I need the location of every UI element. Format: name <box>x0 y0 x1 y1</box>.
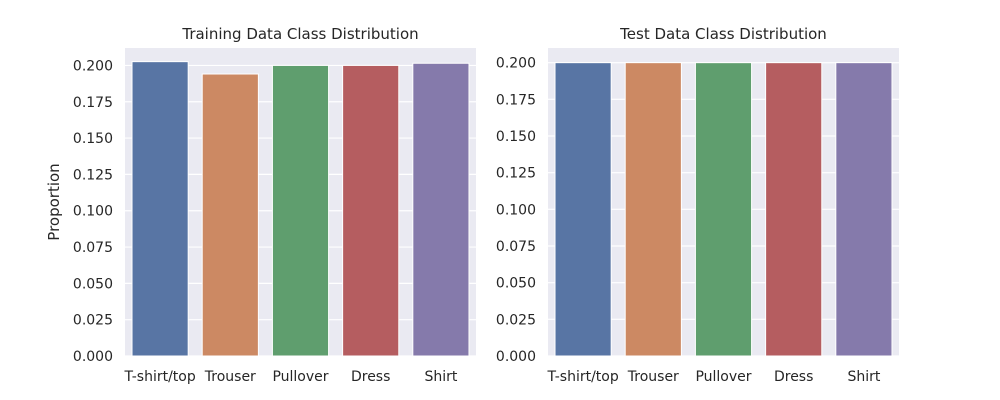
training-x-tick-label: Trouser <box>204 369 256 385</box>
training-y-tick-label: 0.175 <box>73 95 113 111</box>
test-y-tick-label: 0.200 <box>496 56 536 72</box>
training-y-axis-label: Proportion <box>45 163 63 240</box>
training-x-tick-label: T-shirt/top <box>123 369 195 385</box>
training-chart-title: Training Data Class Distribution <box>181 25 418 43</box>
test-bar-pullover <box>694 62 753 357</box>
training-y-tick-label: 0.125 <box>73 167 113 183</box>
test-bar-t-shirt-top <box>554 62 612 357</box>
training-bar-trouser <box>201 73 259 357</box>
training-bar-pullover <box>271 64 330 357</box>
test-bar-shirt <box>835 62 893 357</box>
training-y-tick-label: 0.025 <box>73 313 113 329</box>
test-chart-title: Test Data Class Distribution <box>619 25 827 43</box>
training-bar-shirt <box>412 62 470 357</box>
training-y-tick-label: 0.150 <box>73 131 113 147</box>
test-x-tick-label: Pullover <box>695 369 751 385</box>
test-x-tick-label: Dress <box>774 369 813 385</box>
training-y-tick-label: 0.000 <box>73 349 113 365</box>
test-chart-panel: 0.000 0.025 0.050 0.075 0.100 0.125 0.150 0.175… <box>496 25 899 385</box>
training-y-tick-label: 0.050 <box>73 276 113 292</box>
training-bar-dress <box>342 64 400 357</box>
test-x-tick-label: Trouser <box>627 369 679 385</box>
test-bar-trouser <box>624 62 682 357</box>
test-y-tick-label: 0.075 <box>496 239 536 255</box>
training-bar-t-shirt-top <box>131 61 189 357</box>
test-y-tick-label: 0.050 <box>496 276 536 292</box>
test-x-tick-label: T-shirt/top <box>546 369 618 385</box>
test-y-tick-label: 0.100 <box>496 202 536 218</box>
training-chart-panel: 0.000 0.025 0.050 0.075 0.100 0.125 0.150 0.175… <box>45 25 476 385</box>
training-x-tick-label: Dress <box>351 369 390 385</box>
test-y-tick-label: 0.175 <box>496 92 536 108</box>
test-bar-dress <box>765 62 823 357</box>
test-y-tick-label: 0.125 <box>496 166 536 182</box>
test-y-tick-label: 0.150 <box>496 129 536 145</box>
training-y-tick-label: 0.100 <box>73 204 113 220</box>
test-y-tick-label: 0.000 <box>496 349 536 365</box>
test-x-tick-label: Shirt <box>847 369 880 385</box>
training-x-tick-label: Pullover <box>272 369 328 385</box>
training-y-tick-label: 0.200 <box>73 58 113 74</box>
test-y-tick-label: 0.025 <box>496 312 536 328</box>
training-y-tick-label: 0.075 <box>73 240 113 256</box>
training-x-tick-label: Shirt <box>424 369 457 385</box>
